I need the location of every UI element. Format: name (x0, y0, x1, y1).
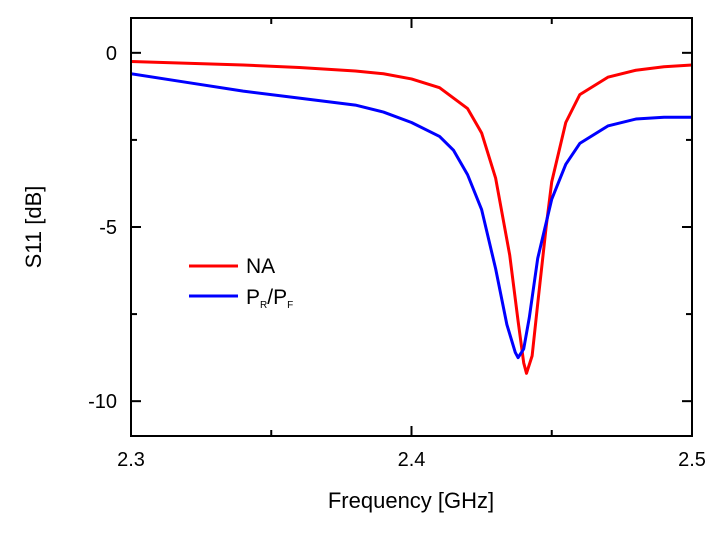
y-tick-label: -5 (99, 217, 117, 239)
x-tick-label: 2.3 (117, 449, 145, 471)
ticks-group: 2.3 2.4 2.5 0 -5 -10 (88, 18, 706, 471)
x-tick-label: 2.5 (678, 449, 706, 471)
legend: NA PR/PF (189, 255, 293, 311)
legend-label-p2: /P (267, 286, 287, 309)
plot-area: 2.3 2.4 2.5 0 -5 -10 (88, 17, 706, 471)
series-line-0 (131, 60, 692, 375)
x-tick-label: 2.4 (398, 449, 426, 471)
plot-frame (130, 17, 693, 437)
legend-label-p1: P (246, 286, 260, 309)
legend-label-na: NA (246, 255, 275, 278)
legend-label-pr-pf: PR/PF (246, 286, 293, 311)
series-group (131, 60, 692, 375)
legend-label-sub-r: R (260, 300, 267, 311)
x-axis-title: Frequency [GHz] (328, 488, 494, 513)
legend-label-sub-f: F (287, 300, 293, 311)
series-line-1 (131, 72, 692, 360)
y-tick-label: -10 (88, 391, 117, 413)
y-axis-title: S11 [dB] (21, 186, 46, 269)
y-tick-label: 0 (106, 43, 117, 65)
